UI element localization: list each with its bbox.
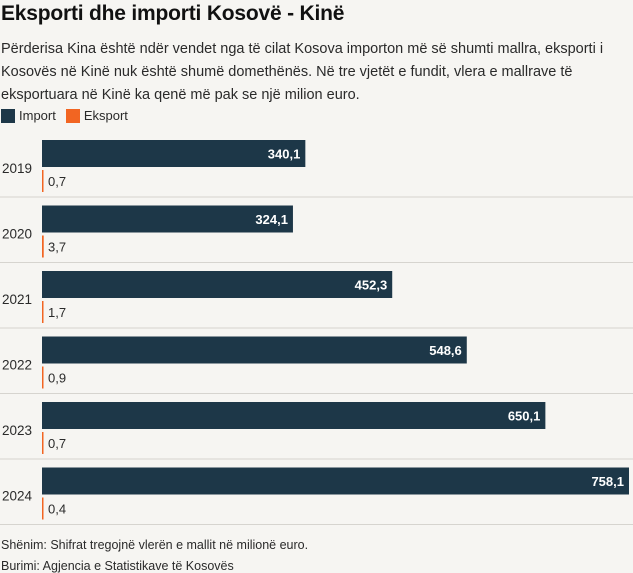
export-bar xyxy=(42,497,44,520)
import-value-label: 758,1 xyxy=(591,474,624,489)
import-value-label: 548,6 xyxy=(429,343,462,358)
legend-label-export: Eksport xyxy=(83,108,128,123)
export-value-label: 0,4 xyxy=(48,502,66,517)
export-value-label: 3,7 xyxy=(48,240,66,255)
legend-swatch-export xyxy=(65,108,80,123)
export-value-label: 0,7 xyxy=(48,436,66,451)
legend-item-export: Eksport xyxy=(65,108,128,123)
year-label: 2022 xyxy=(2,358,32,373)
import-value-label: 324,1 xyxy=(255,212,288,227)
export-bar xyxy=(42,366,44,389)
import-value-label: 340,1 xyxy=(268,147,301,162)
year-label: 2021 xyxy=(2,292,32,307)
export-bar xyxy=(42,170,44,192)
legend-label-import: Import xyxy=(19,108,56,123)
year-label: 2023 xyxy=(2,423,32,438)
export-bar xyxy=(42,301,44,323)
import-bar xyxy=(42,205,293,233)
year-label: 2020 xyxy=(2,227,32,242)
export-value-label: 1,7 xyxy=(48,305,66,320)
year-label: 2024 xyxy=(2,489,33,504)
year-label: 2019 xyxy=(2,161,32,176)
import-value-label: 452,3 xyxy=(355,278,388,293)
import-bar xyxy=(42,271,393,298)
chart-title: Eksporti dhe importi Kosovë - Kinë xyxy=(1,2,345,25)
export-bar xyxy=(42,432,44,454)
import-value-label: 650,1 xyxy=(508,409,541,424)
export-value-label: 0,9 xyxy=(48,371,66,386)
chart-note: Shënim: Shifrat tregojnë vlerën e mallit… xyxy=(1,538,309,552)
import-bar xyxy=(42,140,306,167)
chart-source: Burimi: Agjencia e Statistikave të Kosov… xyxy=(1,559,234,573)
export-value-label: 0,7 xyxy=(48,174,66,189)
export-bar xyxy=(42,235,44,258)
import-bar xyxy=(42,402,546,429)
bar-chart: 2019 340,1 0,7 2020 324,1 3,7 2021 452,3 1,7 2022… xyxy=(0,140,633,525)
legend: Import Eksport xyxy=(1,108,138,123)
import-bar xyxy=(42,467,629,495)
chart-subtitle: Përderisa Kina është ndër vendet nga të … xyxy=(1,41,604,103)
legend-item-import: Import xyxy=(1,108,56,123)
legend-swatch-import xyxy=(1,108,15,123)
import-bar xyxy=(42,336,467,364)
